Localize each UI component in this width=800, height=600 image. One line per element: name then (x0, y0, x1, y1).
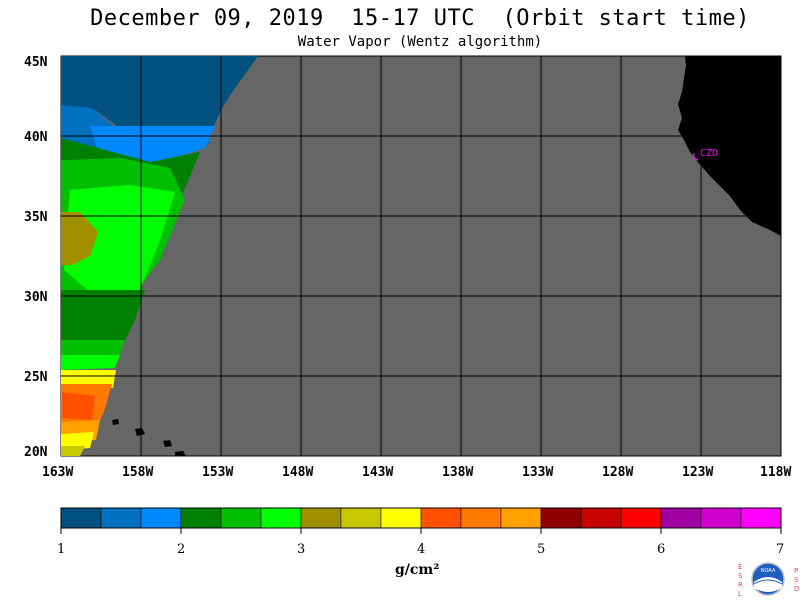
colorbar-units: g/cm² (395, 562, 440, 578)
svg-text:D: D (794, 585, 799, 593)
svg-text:S: S (794, 576, 799, 584)
lat-label: 20N (24, 445, 48, 460)
island-maui (163, 440, 172, 447)
swath-red-orange (62, 392, 95, 420)
colorbar-swatch (60, 507, 102, 529)
lat-label: 40N (24, 130, 48, 145)
colorbar-swatch (580, 507, 622, 529)
lon-label: 148W (282, 465, 313, 480)
swath-lime (64, 185, 175, 292)
colorbar-tick-label: 3 (297, 542, 305, 557)
colorbar-tick-label: 2 (177, 542, 185, 557)
island-kauai (112, 419, 119, 425)
swath-yellow-south (61, 432, 94, 450)
island-oahu (135, 428, 145, 436)
svg-text:R: R (738, 581, 743, 589)
lon-label: 118W (760, 465, 791, 480)
colorbar-swatch (740, 507, 782, 529)
colorbar-ticks: 1 2 3 4 5 6 7 (57, 542, 784, 557)
lat-label: 25N (24, 370, 48, 385)
colorbar (60, 507, 782, 534)
colorbar-swatch (220, 507, 262, 529)
swath-deep-blue (61, 56, 258, 128)
map-subtitle: Water Vapor (Wentz algorithm) (297, 34, 543, 50)
swath-olive-south (61, 446, 85, 456)
swath-green-south (61, 290, 145, 355)
lat-label: 30N (24, 290, 48, 305)
colorbar-tick-label: 1 (57, 542, 65, 557)
hawaiian-islands (112, 419, 186, 456)
colorbar-swatch (100, 507, 142, 529)
lon-label: 138W (442, 465, 473, 480)
colorbar-swatch (700, 507, 742, 529)
colorbar-swatch (380, 507, 422, 529)
lon-label: 143W (362, 465, 393, 480)
svg-text:L: L (738, 590, 742, 598)
lon-label: 133W (522, 465, 553, 480)
colorbar-swatch (420, 507, 462, 529)
colorbar-swatch (460, 507, 502, 529)
colorbar-swatch (620, 507, 662, 529)
colorbar-tick-label: 4 (417, 542, 425, 557)
lon-label: 158W (122, 465, 153, 480)
colorbar-swatch (260, 507, 302, 529)
colorbar-swatch (140, 507, 182, 529)
swath-olive (61, 212, 98, 265)
colorbar-swatch (540, 507, 582, 529)
colorbar-swatch (180, 507, 222, 529)
svg-text:S: S (738, 572, 743, 580)
colorbar-swatch (500, 507, 542, 529)
psd-letters: PSD (794, 567, 799, 593)
lon-label: 123W (682, 465, 713, 480)
colorbar-swatch (660, 507, 702, 529)
swath-lime-south (61, 355, 120, 370)
lat-label: 45N (24, 55, 48, 70)
colorbar-swatch (300, 507, 342, 529)
island-hawaii (175, 451, 186, 456)
north-america-land (678, 56, 781, 236)
colorbar-swatch (340, 507, 382, 529)
noaa-emblem-text: NOAA (761, 568, 776, 574)
colorbar-tick-label: 7 (776, 542, 784, 557)
city-marker: CZD (692, 148, 718, 161)
colorbar-tick-label: 5 (537, 542, 545, 557)
city-label: CZD (700, 148, 718, 159)
graticule (61, 56, 781, 456)
longitude-labels: 163W 158W 153W 148W 143W 138W 133W 128W … (42, 465, 791, 480)
svg-text:E: E (738, 563, 742, 571)
colorbar-tick-label: 6 (657, 542, 665, 557)
svg-text:P: P (794, 567, 798, 575)
lon-label: 163W (42, 465, 73, 480)
lat-label: 35N (24, 210, 48, 225)
lon-label: 128W (602, 465, 633, 480)
map-title: December 09, 2019 15-17 UTC (Orbit start… (90, 6, 750, 31)
swath-yellow (61, 370, 116, 388)
latitude-labels: 45N 40N 35N 30N 25N 20N (24, 55, 48, 460)
lon-label: 153W (202, 465, 233, 480)
